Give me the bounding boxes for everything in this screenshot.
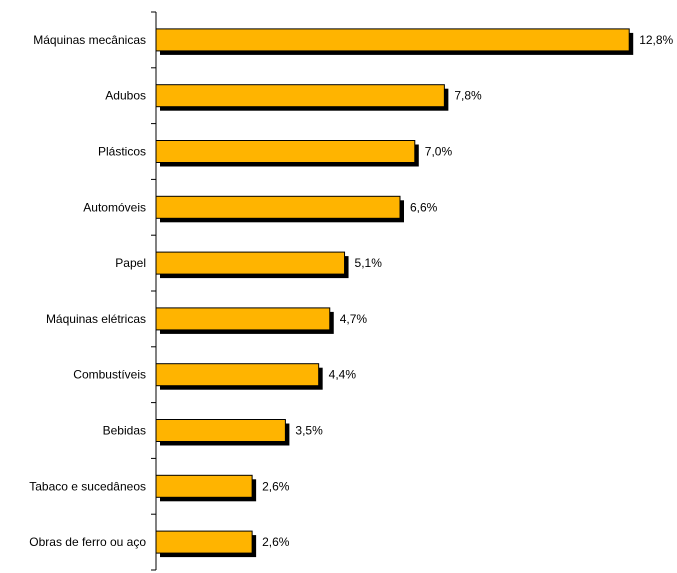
data-label: 6,6%	[410, 200, 438, 214]
category-label: Obras de ferro ou aço	[29, 535, 146, 549]
bar	[155, 28, 630, 52]
category-label: Máquinas elétricas	[46, 312, 146, 326]
data-label: 2,6%	[262, 479, 290, 493]
category-label: Máquinas mecânicas	[33, 33, 146, 47]
bar	[155, 530, 253, 554]
bar	[155, 140, 416, 163]
bar	[155, 363, 320, 387]
bar	[155, 419, 286, 442]
category-label: Papel	[115, 256, 146, 270]
data-label: 7,0%	[425, 145, 453, 159]
category-label: Plásticos	[98, 145, 146, 159]
category-label: Adubos	[105, 89, 146, 103]
bar	[155, 307, 331, 331]
data-label: 5,1%	[355, 256, 383, 270]
data-label: 4,7%	[340, 312, 368, 326]
data-label: 4,4%	[329, 368, 357, 382]
data-label: 2,6%	[262, 535, 290, 549]
bar	[155, 195, 401, 219]
data-label: 12,8%	[639, 33, 673, 47]
category-label: Automóveis	[83, 200, 146, 214]
bar	[155, 474, 253, 498]
data-label: 3,5%	[295, 424, 323, 438]
bar	[155, 251, 346, 275]
category-label: Tabaco e sucedâneos	[29, 479, 146, 493]
data-label: 7,8%	[454, 89, 482, 103]
category-label: Combustíveis	[73, 368, 146, 382]
bar	[155, 84, 445, 108]
category-label: Bebidas	[103, 424, 146, 438]
